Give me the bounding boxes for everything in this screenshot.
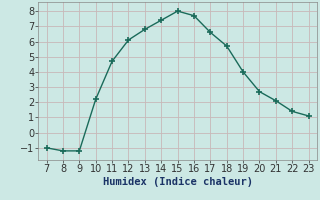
X-axis label: Humidex (Indice chaleur): Humidex (Indice chaleur) (103, 177, 252, 187)
